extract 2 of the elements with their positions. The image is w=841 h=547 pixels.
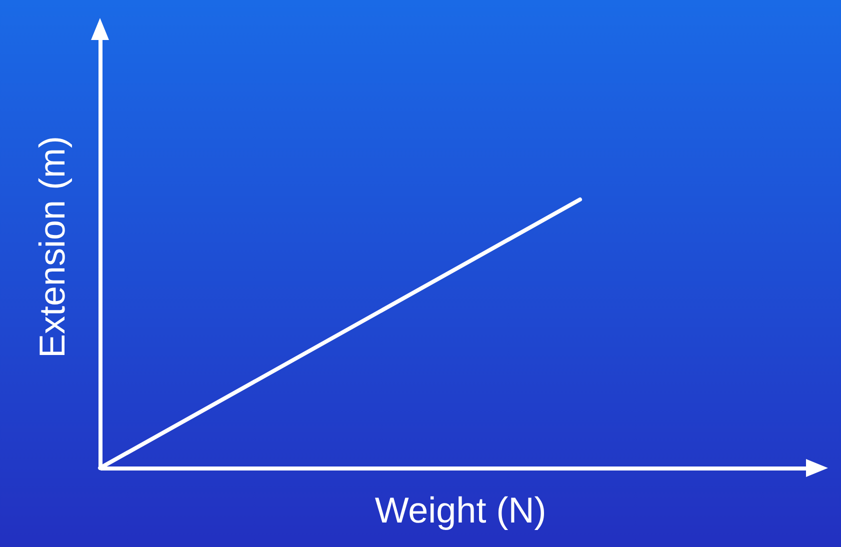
x-axis-title: Weight (N) bbox=[374, 490, 546, 530]
y-axis-title: Extension (m) bbox=[32, 136, 72, 358]
